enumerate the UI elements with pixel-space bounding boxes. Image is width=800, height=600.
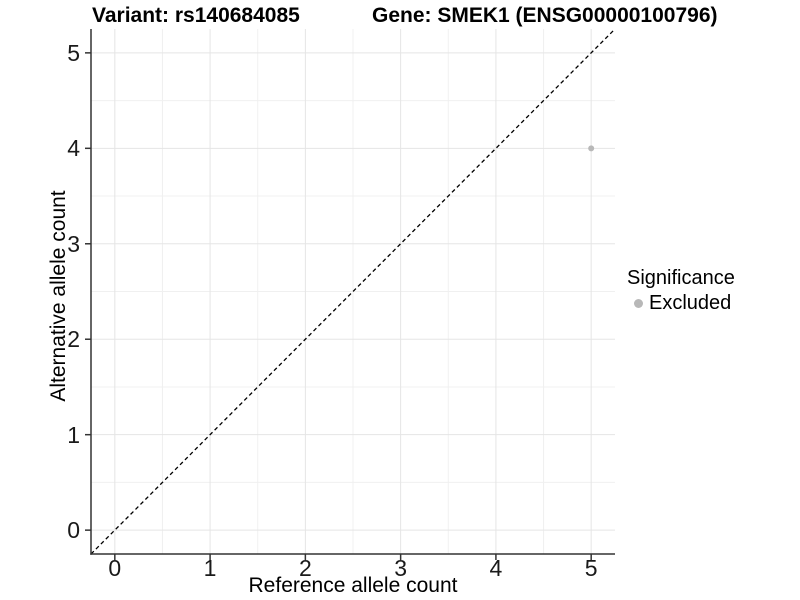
plot-title-variant: Variant: rs140684085 [92,4,300,27]
x-tick-label: 1 [203,555,217,581]
x-axis-title: Reference allele count [248,574,458,597]
legend-title: Significance [627,267,735,289]
x-tick-label: 0 [108,555,122,581]
x-tick-label: 5 [584,555,598,581]
x-tick-label: 2 [298,555,312,581]
data-point [588,145,595,152]
x-tick-label: 4 [489,555,503,581]
y-tick-label: 5 [67,39,80,66]
y-tick-label: 1 [67,421,80,448]
identity-dashed-line [90,28,616,555]
y-axis-title: Alternative allele count [47,190,70,402]
legend-item-excluded: Excluded [627,292,735,314]
legend: Significance Excluded [627,267,735,314]
y-tick-label: 0 [67,517,80,544]
y-tick-label: 3 [67,230,80,257]
y-tick-label: 2 [67,326,80,353]
legend-item-label: Excluded [649,292,732,314]
y-tick-label: 4 [67,135,80,162]
x-tick-label: 3 [394,555,408,581]
legend-point-icon [634,298,643,308]
plot-title-gene: Gene: SMEK1 (ENSG00000100796) [372,4,718,27]
